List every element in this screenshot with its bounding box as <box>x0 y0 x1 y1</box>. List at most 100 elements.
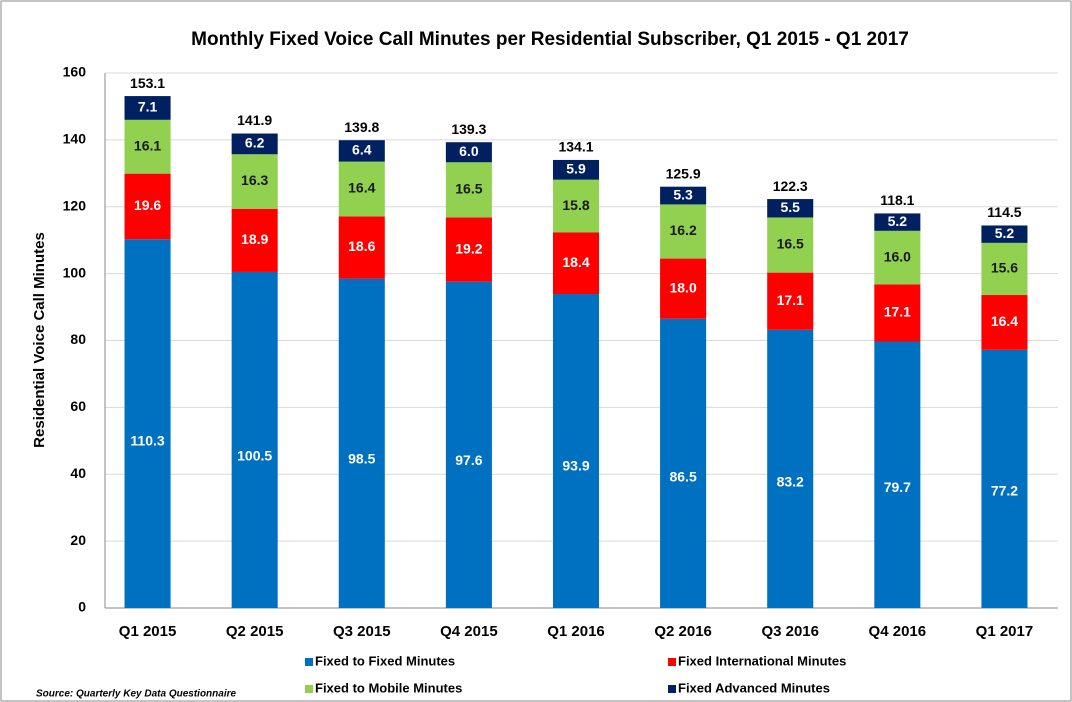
data-label: 19.6 <box>134 197 161 213</box>
bar-segment <box>124 239 171 608</box>
bar-segment <box>660 186 707 205</box>
source: Source: Quarterly Key Data Questionnaire <box>36 689 237 700</box>
legend-label: Fixed Advanced Minutes <box>678 680 830 695</box>
total-label: 139.8 <box>344 119 379 135</box>
data-label: 16.2 <box>669 222 696 238</box>
x-tick-label: Q4 2015 <box>440 623 498 640</box>
data-label: 16.1 <box>134 137 161 153</box>
x-tick-label: Q2 2016 <box>654 623 712 640</box>
legend-label: Fixed to Fixed Minutes <box>315 653 455 668</box>
data-label: 6.0 <box>459 143 479 159</box>
y-axis-label: Residential Voice Call Minutes <box>31 232 48 448</box>
total-label: 118.1 <box>880 192 914 208</box>
bar-segment <box>445 142 492 163</box>
bar-segment <box>552 294 600 608</box>
legend-label: Fixed International Minutes <box>678 653 846 668</box>
total-label: 139.3 <box>451 121 486 137</box>
total-label: 114.5 <box>987 204 1021 220</box>
x-tick-label: Q1 2017 <box>976 623 1034 640</box>
data-label: 16.4 <box>348 180 375 196</box>
bar-segment <box>231 271 278 608</box>
y-tick-label: 20 <box>70 532 86 548</box>
bar-segment <box>552 232 600 295</box>
data-label: 15.8 <box>562 197 589 213</box>
data-label: 77.2 <box>991 483 1018 499</box>
legend-swatch <box>668 658 676 666</box>
bar-segment <box>660 318 707 608</box>
total-label: 141.9 <box>237 112 272 128</box>
data-label: 5.3 <box>673 186 693 202</box>
x-tick-label: Q3 2016 <box>761 623 819 640</box>
bar-segment <box>338 216 385 279</box>
total-label: 153.1 <box>130 75 165 91</box>
y-tick-label: 0 <box>78 599 86 615</box>
legend-swatch <box>668 685 676 693</box>
data-label: 93.9 <box>562 457 589 473</box>
bar-segment <box>552 159 600 180</box>
bar-segment <box>874 230 921 285</box>
data-label: 16.3 <box>241 172 268 188</box>
legend-label: Fixed to Mobile Minutes <box>315 680 462 695</box>
bar-segment <box>231 154 278 209</box>
y-tick-label: 160 <box>63 64 87 80</box>
data-label: 19.2 <box>455 240 482 256</box>
data-label: 110.3 <box>130 433 164 449</box>
y-tick-label: 60 <box>70 398 86 414</box>
data-label: 17.1 <box>884 304 911 320</box>
data-label: 16.5 <box>777 236 804 252</box>
bar-segment <box>981 225 1028 243</box>
bar-segment <box>124 119 171 174</box>
x-tick-label: Q1 2016 <box>547 623 605 640</box>
bar-segment <box>767 217 814 273</box>
y-tick-label: 40 <box>70 465 86 481</box>
data-label: 5.9 <box>566 161 586 177</box>
bar-segment <box>338 161 385 217</box>
bar-segment <box>874 284 921 342</box>
bar-segment <box>767 329 814 608</box>
bar-segment <box>338 140 385 162</box>
x-tick-label: Q2 2015 <box>226 623 284 640</box>
y-tick-label: 100 <box>63 264 87 280</box>
data-label: 6.4 <box>352 142 372 158</box>
y-tick-label: 120 <box>63 197 87 213</box>
bar-segment <box>231 133 278 155</box>
legend-swatch <box>305 658 313 666</box>
data-label: 18.9 <box>241 231 268 247</box>
data-label: 97.6 <box>455 452 482 468</box>
data-label: 16.4 <box>991 313 1018 329</box>
bar-segment <box>552 179 600 233</box>
bar-segment <box>660 204 707 259</box>
bar-segment <box>767 199 814 218</box>
bar-segment <box>445 281 492 608</box>
legend-swatch <box>305 685 313 693</box>
data-label: 18.0 <box>669 279 696 295</box>
data-label: 100.5 <box>237 447 272 463</box>
bar-segment <box>981 295 1028 350</box>
bar-segment <box>767 272 814 330</box>
bar-segment <box>124 96 171 120</box>
data-label: 16.5 <box>455 181 482 197</box>
data-label: 7.1 <box>138 99 158 115</box>
data-label: 18.6 <box>348 238 375 254</box>
bar-segment <box>124 173 171 240</box>
data-label: 15.6 <box>991 260 1018 276</box>
x-tick-label: Q1 2015 <box>119 623 177 640</box>
total-label: 122.3 <box>773 178 808 194</box>
data-label: 17.1 <box>777 292 804 308</box>
data-label: 86.5 <box>669 469 696 485</box>
data-label: 18.4 <box>562 254 589 270</box>
total-label: 125.9 <box>666 165 701 181</box>
bar-segment <box>874 341 921 608</box>
bar-segment <box>874 213 921 231</box>
bar-segment <box>981 242 1028 296</box>
bar-segment <box>445 217 492 282</box>
chart-title: Monthly Fixed Voice Call Minutes per Res… <box>191 29 909 50</box>
x-tick-label: Q4 2016 <box>869 623 927 640</box>
data-label: 16.0 <box>884 248 911 264</box>
data-label: 79.7 <box>884 479 911 495</box>
data-label: 5.5 <box>780 199 800 215</box>
bar-segment <box>660 258 707 319</box>
data-label: 5.2 <box>888 213 908 229</box>
data-label: 98.5 <box>348 450 375 466</box>
